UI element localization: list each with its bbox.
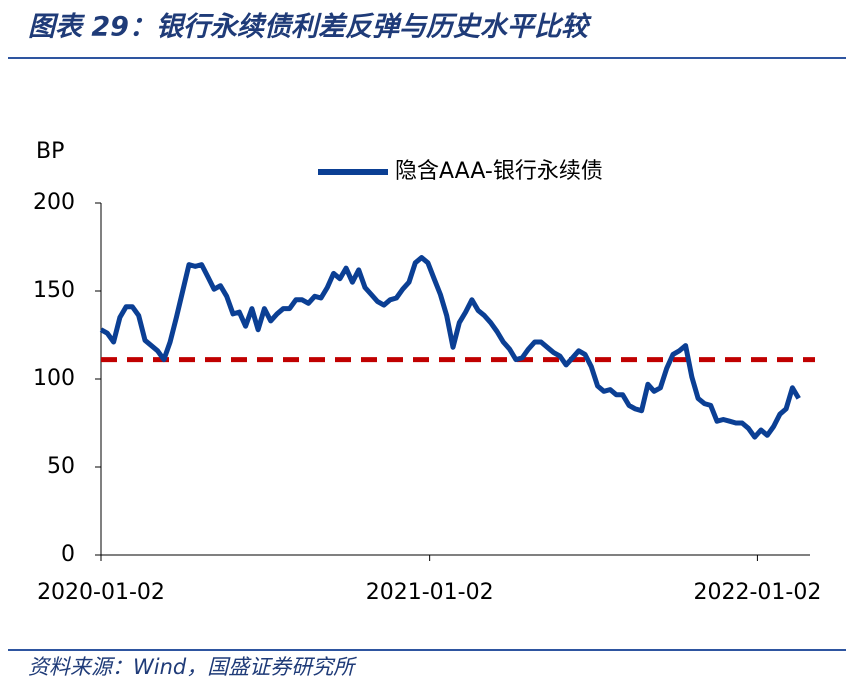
legend-label: 隐含AAA-银行永续债 — [395, 159, 603, 184]
source: 资料来源：Wind，国盛证券研究所 — [28, 655, 357, 679]
series-line — [99, 255, 801, 440]
x-tick-label: 2020-01-02 — [37, 580, 165, 605]
x-tick-label: 2022-01-02 — [693, 580, 821, 605]
y-tick-label: 50 — [47, 454, 75, 479]
y-tick-label: 200 — [33, 190, 75, 215]
y-tick-label: 150 — [33, 278, 75, 303]
y-tick-label: 100 — [33, 366, 75, 391]
y-axis-label: BP — [36, 139, 64, 164]
x-tick-label: 2021-01-02 — [366, 580, 494, 605]
chart-title: 图表 29：银行永续债利差反弹与历史水平比较 — [28, 12, 592, 43]
y-tick-label: 0 — [61, 542, 75, 567]
